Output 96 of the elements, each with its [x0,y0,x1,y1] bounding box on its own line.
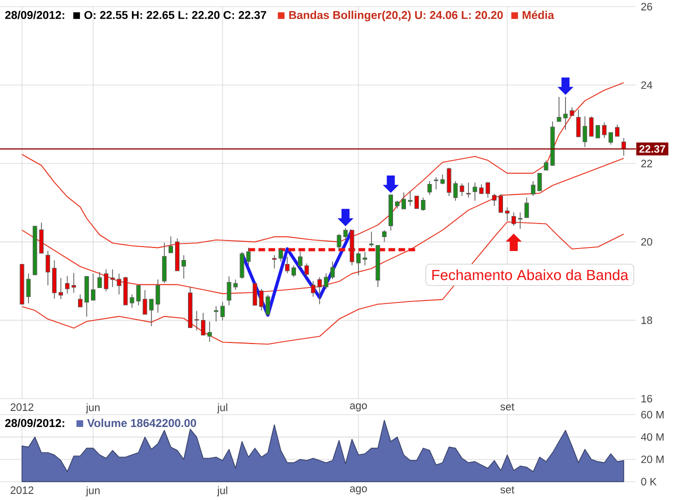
legend-label: Bandas Bollinger(20,2) U: 24.06 L: 20.20 [289,10,503,22]
candlestick [46,250,50,286]
candlestick [220,301,225,321]
candlestick [214,306,218,322]
candlestick [259,288,264,311]
candlestick [369,231,374,248]
candlestick [194,310,199,331]
chart-title: 28/09/2012: [5,10,64,20]
annotation: O: 22.55 H: 22.65 L: 22.20 C: 22.37 [84,11,266,20]
candlestick [285,256,290,274]
candlestick [498,194,503,213]
candlestick [272,254,277,269]
annotation: Fechamento Abaixo da Banda [432,269,628,280]
y-tick-label: 16 [642,394,652,402]
chart-title: 28/09/2012: [5,418,64,428]
legend-label: Volume 18642200.00 [87,418,196,428]
candlestick [142,290,148,315]
candlestick [207,321,212,342]
y-tick-label: 20 M [641,456,664,464]
candlestick [486,181,490,198]
candlestick [472,182,478,202]
x-tick-label: ago [350,486,367,494]
candlestick [596,125,600,138]
candlestick [298,251,302,268]
candlestick [518,212,522,230]
candlestick [65,276,70,294]
y-tick-label: 40 M [640,433,664,441]
candlestick [304,263,309,278]
candlestick [608,132,613,146]
line-series [22,82,624,248]
x-tick-label: set [500,486,514,494]
x-tick-label: jul [216,403,228,414]
candlestick [492,193,497,206]
y-tick-label: 26 [641,2,652,10]
candlestick [356,252,361,276]
candlestick [382,230,387,242]
candlestick [530,180,536,196]
y-tick-label: 20 [641,238,652,246]
candlestick [104,268,108,292]
candlestick [78,294,82,308]
candlestick [524,197,529,218]
candlestick [408,190,412,206]
candlestick [278,247,284,262]
candlestick [226,276,232,306]
candlestick [97,272,102,288]
candlestick [90,273,96,301]
candlestick [149,298,154,327]
candlestick [168,236,174,254]
candlestick [537,172,542,192]
candlestick [589,116,594,137]
candlestick [466,182,471,198]
x-tick-label: 2012 [10,403,34,411]
candlestick [414,196,419,209]
candlestick [72,272,76,294]
x-tick-label: jun [86,403,100,414]
y-tick-label: 0 K [641,478,657,486]
candlestick [324,272,328,290]
candlestick [420,197,426,212]
x-tick-label: set [500,403,514,410]
candlestick [576,109,581,138]
candlestick [544,160,548,171]
candlestick [317,276,322,305]
x-tick-label: ago [350,403,367,412]
candlestick [233,279,238,290]
line-series [240,228,354,317]
legend-label: Média [522,10,554,20]
candlestick [602,122,607,138]
candlestick [252,283,258,306]
candlestick [116,273,122,295]
candlestick [512,212,516,226]
y-tick-label: 24 [641,81,652,89]
candlestick [39,222,44,254]
candlestick [505,206,510,222]
candlestick [110,268,115,288]
x-tick-label: 2012 [10,486,34,494]
candlestick [582,116,588,148]
candlestick [622,138,626,156]
x-tick-label: jul [216,486,228,496]
candlestick [58,278,64,300]
candlestick [292,264,296,278]
candlestick [615,124,620,137]
y-tick-label: 22 [641,160,652,168]
y-tick-label: 18 [642,316,652,324]
candlestick [266,294,270,317]
candlestick [200,312,206,336]
candlestick [310,280,316,298]
candlestick [362,252,368,266]
candlestick [156,279,160,314]
y-tick-label: 60 M [641,410,664,418]
x-tick-label: jun [86,486,100,496]
candlestick [402,192,406,210]
candlestick [434,176,438,190]
candlestick [427,180,432,196]
ref-line-label: 22.37 [639,145,666,153]
candlestick [330,261,335,280]
candlestick [182,254,186,280]
